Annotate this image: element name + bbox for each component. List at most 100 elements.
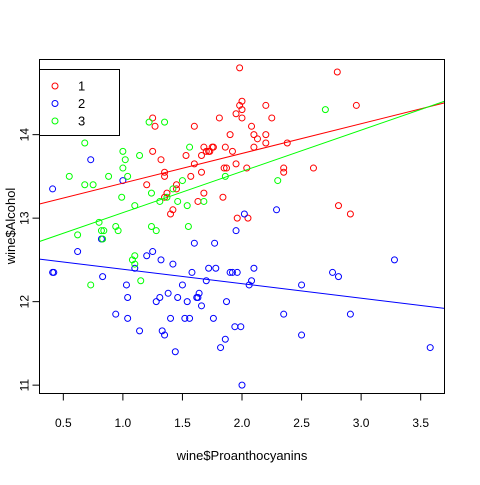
- data-point: [178, 281, 186, 289]
- data-point: [186, 314, 194, 322]
- data-point: [298, 331, 306, 339]
- data-point: [194, 293, 202, 301]
- data-point: [149, 248, 157, 256]
- data-point: [131, 260, 139, 268]
- regression-line-3: [39, 100, 445, 243]
- data-point: [250, 264, 258, 272]
- data-point: [309, 164, 317, 172]
- data-point: [334, 273, 342, 281]
- y-tick-label: 14: [18, 128, 32, 142]
- data-point: [221, 335, 229, 343]
- data-point: [274, 177, 282, 185]
- data-point: [334, 202, 342, 210]
- data-point: [298, 281, 306, 289]
- data-point: [74, 248, 82, 256]
- data-point: [87, 281, 95, 289]
- data-point: [211, 239, 219, 247]
- data-point: [200, 189, 208, 197]
- series-2-points: [49, 156, 434, 389]
- data-point: [50, 268, 58, 276]
- data-point: [172, 181, 180, 189]
- y-tick-label: 11: [18, 379, 32, 392]
- regression-lines-layer: [39, 100, 445, 309]
- x-tick-label: 3.5: [412, 416, 429, 430]
- data-point: [49, 185, 57, 193]
- data-point: [161, 118, 169, 126]
- data-point: [198, 168, 205, 176]
- data-point: [232, 227, 240, 235]
- legend-label: 1: [78, 79, 85, 94]
- data-point: [89, 181, 97, 189]
- data-point: [233, 214, 241, 222]
- data-point: [280, 168, 288, 176]
- data-point: [238, 114, 246, 122]
- data-point: [178, 177, 186, 185]
- legend: 1 2 3: [39, 69, 120, 136]
- data-point: [205, 264, 213, 272]
- data-point: [237, 323, 245, 331]
- data-point: [217, 344, 225, 352]
- data-point: [74, 231, 82, 239]
- data-point: [65, 172, 73, 180]
- data-point: [131, 264, 139, 272]
- legend-label: 3: [78, 114, 85, 129]
- data-point: [195, 289, 203, 297]
- data-point: [250, 131, 258, 139]
- data-point: [118, 193, 126, 201]
- data-point: [329, 268, 337, 276]
- data-point: [223, 298, 231, 306]
- data-point: [248, 277, 256, 285]
- data-point: [143, 181, 151, 189]
- data-point: [226, 131, 234, 139]
- data-point: [124, 293, 132, 301]
- y-tick-label: 13: [18, 211, 32, 225]
- data-point: [228, 147, 236, 155]
- data-point: [97, 227, 105, 235]
- legend-marker: [51, 82, 59, 90]
- data-point: [390, 256, 398, 264]
- data-point: [190, 239, 198, 247]
- data-point: [161, 172, 169, 180]
- data-point: [112, 310, 120, 318]
- legend-marker: [51, 117, 59, 125]
- data-point: [200, 197, 208, 205]
- data-point: [184, 223, 192, 230]
- data-point: [119, 164, 127, 172]
- data-point: [346, 310, 354, 318]
- y-axis: 11 12 13 14: [18, 128, 40, 392]
- data-point: [156, 293, 164, 301]
- x-tick-label: 2.5: [293, 416, 310, 430]
- data-point: [99, 235, 107, 243]
- data-point: [161, 331, 169, 339]
- data-point: [164, 289, 172, 297]
- data-point: [157, 156, 165, 164]
- data-point: [151, 122, 159, 130]
- data-point: [124, 314, 132, 322]
- data-point: [145, 118, 153, 126]
- legend-box: [39, 69, 120, 136]
- data-point: [143, 252, 151, 260]
- data-point: [262, 131, 270, 139]
- data-point: [172, 185, 180, 193]
- data-point: [243, 164, 251, 172]
- data-point: [244, 214, 252, 222]
- data-point: [215, 114, 223, 122]
- data-point: [114, 227, 122, 235]
- data-point: [236, 64, 244, 72]
- data-point: [352, 101, 360, 109]
- data-point: [190, 122, 198, 130]
- data-point: [321, 106, 329, 114]
- data-point: [121, 156, 129, 164]
- data-point: [198, 152, 205, 160]
- data-point: [87, 156, 95, 164]
- data-point: [149, 147, 157, 155]
- data-point: [182, 152, 190, 160]
- data-point: [147, 189, 155, 197]
- data-point: [223, 164, 231, 172]
- data-point: [190, 160, 198, 168]
- data-point: [206, 147, 214, 155]
- data-point: [333, 68, 341, 76]
- data-point: [232, 110, 240, 118]
- data-point: [169, 185, 177, 193]
- regression-line-1: [39, 102, 445, 205]
